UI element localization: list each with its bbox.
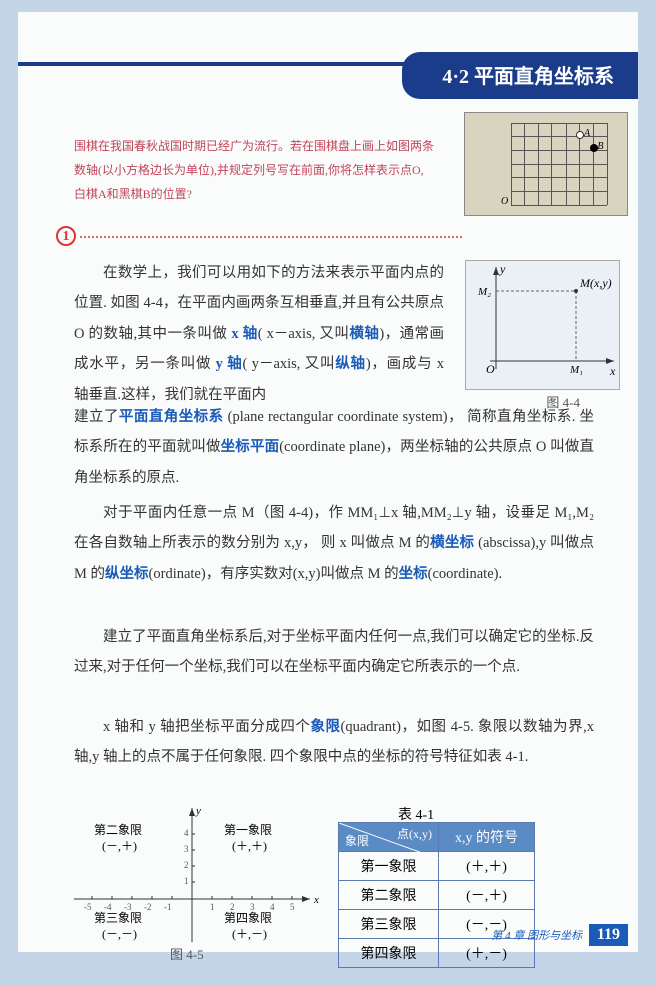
paragraph-1b: 建立了平面直角坐标系 (plane rectangular coordinate…: [74, 402, 594, 493]
svg-text:M₂: M₂: [477, 286, 491, 298]
svg-text:-3: -3: [124, 902, 132, 912]
paragraph-4: x 轴和 y 轴把坐标平面分成四个象限(quadrant)，如图 4-5. 象限…: [74, 712, 594, 773]
svg-text:第二象限: 第二象限: [94, 823, 142, 837]
svg-text:2: 2: [230, 902, 235, 912]
svg-text:M₁: M₁: [569, 364, 583, 376]
quadrant-table: 点(x,y) 象限 x,y 的符号 第一象限(＋,＋) 第二象限(－,＋) 第三…: [338, 822, 535, 968]
svg-text:(＋,－): (＋,－): [232, 927, 267, 941]
paragraph-3: 建立了平面直角坐标系后,对于坐标平面内任何一点,我们可以确定它的坐标.反过来,对…: [74, 622, 594, 683]
svg-text:第三象限: 第三象限: [94, 911, 142, 925]
problem-marker: 1: [56, 226, 76, 246]
svg-text:-4: -4: [104, 902, 112, 912]
svg-text:3: 3: [250, 902, 255, 912]
svg-text:(－,－): (－,－): [102, 927, 137, 941]
svg-text:1: 1: [210, 902, 215, 912]
svg-text:第四象限: 第四象限: [224, 911, 272, 925]
page-footer: 第 4 章 图形与坐标 119: [491, 924, 628, 946]
svg-text:x: x: [313, 894, 319, 906]
svg-text:(－,＋): (－,＋): [102, 839, 137, 853]
svg-text:5: 5: [290, 902, 295, 912]
table-header-diag: 点(x,y) 象限: [339, 823, 439, 852]
svg-text:3: 3: [184, 844, 189, 854]
footer-chapter: 第 4 章 图形与坐标: [491, 930, 582, 942]
svg-text:-2: -2: [144, 902, 152, 912]
svg-text:y: y: [195, 805, 201, 817]
svg-text:x: x: [609, 364, 616, 378]
paragraph-1: 在数学上，我们可以用如下的方法来表示平面内点的位置. 如图 4-4，在平面内画两…: [74, 258, 444, 410]
section-title-tab: 4·2 平面直角坐标系: [402, 52, 638, 99]
dotted-rule: [80, 236, 462, 238]
page: 4·2 平面直角坐标系 围棋在我国春秋战国时期已经广为流行。若在围棋盘上画上如图…: [18, 12, 638, 952]
table-title: 表 4-1: [398, 804, 434, 824]
figure-4-5: x y 第二象限 (－,＋) 第一象限 (＋,＋) 第三象限 (－,－) 第四象…: [64, 804, 320, 954]
svg-text:-5: -5: [84, 902, 92, 912]
figure-4-5-caption: 图 4-5: [170, 944, 204, 963]
page-number: 119: [589, 924, 628, 946]
svg-text:1: 1: [184, 876, 189, 886]
svg-text:O: O: [486, 362, 495, 376]
svg-text:第一象限: 第一象限: [224, 823, 272, 837]
paragraph-2: 对于平面内任意一点 M（图 4-4)，作 MM₁⊥x 轴,MM₂⊥y 轴，设垂足…: [74, 498, 594, 589]
svg-text:(＋,＋): (＋,＋): [232, 839, 267, 853]
svg-text:2: 2: [184, 860, 189, 870]
figure-4-4: M(x,y) M₁ M₂ O x y: [465, 260, 620, 390]
svg-text:-1: -1: [164, 902, 172, 912]
go-board-figure: A B O: [464, 112, 628, 216]
figure-4-4-caption: 图 4-4: [546, 392, 580, 411]
intro-text: 围棋在我国春秋战国时期已经广为流行。若在围棋盘上画上如图两条数轴(以小方格边长为…: [74, 134, 434, 206]
svg-text:4: 4: [184, 828, 189, 838]
svg-text:y: y: [499, 262, 506, 276]
table-header-sign: x,y 的符号: [439, 823, 535, 852]
svg-text:M(x,y): M(x,y): [579, 276, 612, 290]
svg-text:4: 4: [270, 902, 275, 912]
